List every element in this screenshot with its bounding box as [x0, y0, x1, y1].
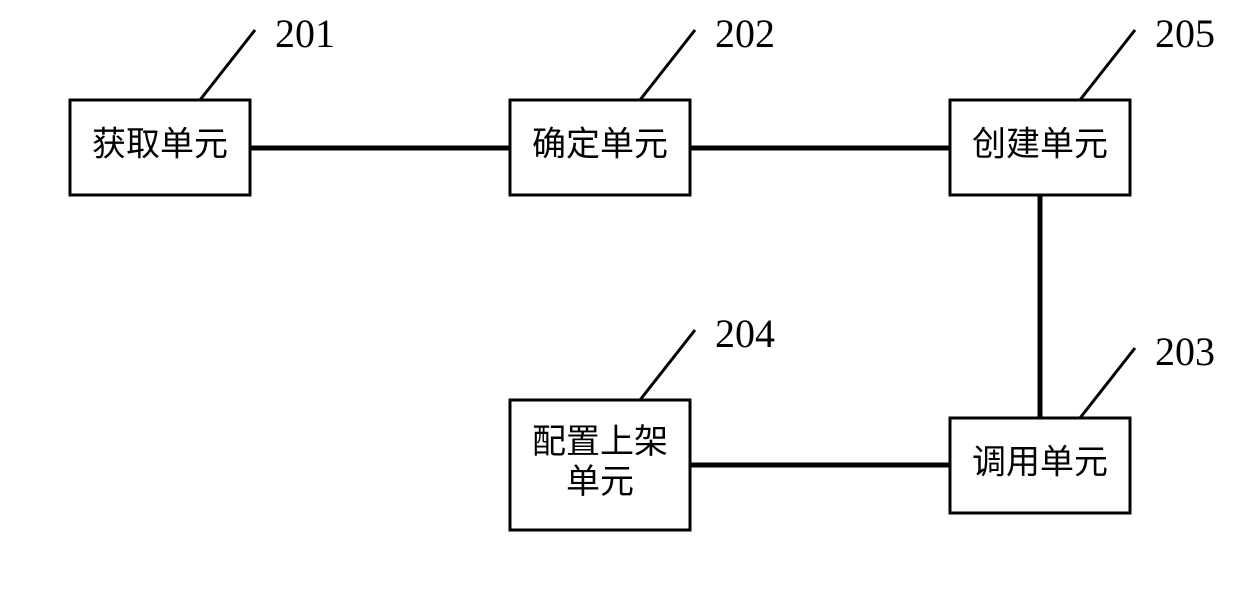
node-n202: 确定单元 202: [510, 11, 775, 195]
node-label: 确定单元: [532, 125, 668, 163]
node-number: 204: [715, 311, 775, 356]
node-n204: 配置上架单元 204: [510, 311, 775, 530]
node-label-line: 单元: [566, 464, 634, 501]
node-number: 201: [275, 11, 335, 56]
leader-line: [1080, 348, 1135, 418]
node-n203: 调用单元 203: [950, 329, 1215, 513]
node-label: 调用单元: [972, 444, 1108, 481]
diagram-canvas: 获取单元 201 确定单元 202 创建单元 205 配置上架单元 204 调用单元 203: [0, 0, 1239, 600]
leader-line: [1080, 30, 1135, 100]
node-label-line: 配置上架: [532, 424, 668, 461]
node-number: 205: [1155, 11, 1215, 56]
leader-line: [200, 30, 255, 100]
leader-line: [640, 330, 695, 400]
leader-line: [640, 30, 695, 100]
node-label: 创建单元: [972, 125, 1108, 163]
node-number: 202: [715, 11, 775, 56]
node-number: 203: [1155, 329, 1215, 374]
node-n205: 创建单元 205: [950, 11, 1215, 195]
node-n201: 获取单元 201: [70, 11, 335, 195]
node-label: 获取单元: [92, 125, 228, 163]
